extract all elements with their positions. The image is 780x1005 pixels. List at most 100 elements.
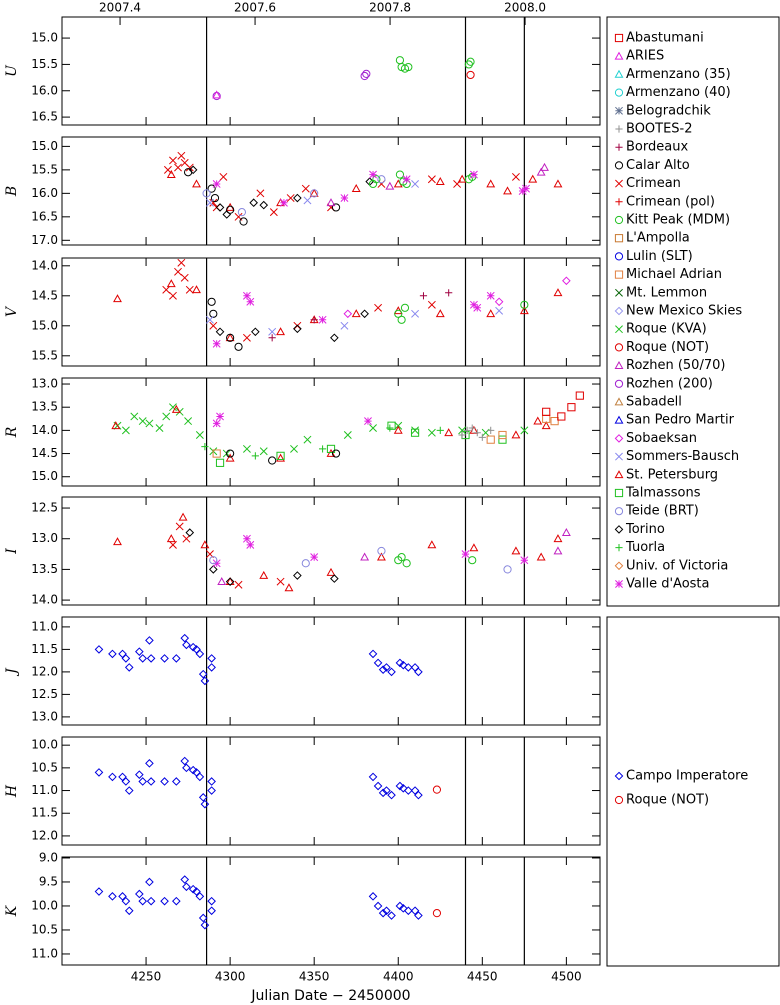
- marker: [207, 297, 216, 306]
- marker: [387, 421, 396, 430]
- marker: [182, 763, 191, 773]
- marker: [172, 654, 181, 663]
- marker: [414, 911, 423, 920]
- legend-marker: [615, 544, 623, 552]
- marker: [435, 176, 445, 185]
- marker: [427, 540, 437, 549]
- marker: [343, 431, 352, 439]
- marker: [276, 453, 286, 462]
- y-tick-label: 14.0: [31, 423, 58, 437]
- marker: [494, 297, 504, 307]
- marker: [160, 654, 169, 663]
- marker: [326, 567, 336, 576]
- top-tick-label: 2007.8: [369, 1, 411, 15]
- marker: [207, 906, 216, 916]
- marker: [202, 189, 211, 198]
- marker: [553, 288, 563, 297]
- marker: [511, 172, 520, 181]
- marker: [146, 896, 156, 906]
- legend-marker: [615, 325, 623, 334]
- legend-marker: [614, 397, 624, 406]
- marker: [518, 187, 527, 195]
- legend-label: Campo Imperatore: [626, 769, 748, 784]
- y-tick-label: 16.5: [31, 110, 58, 124]
- marker: [124, 786, 134, 795]
- y-tick-label: 10.0: [31, 738, 58, 752]
- legend-label: BOOTES-2: [626, 122, 693, 137]
- y-tick-label: 15.0: [31, 469, 58, 483]
- legend-marker: [614, 215, 624, 225]
- marker: [303, 196, 312, 205]
- marker: [146, 654, 156, 663]
- marker: [242, 291, 251, 300]
- marker: [376, 552, 386, 561]
- marker: [225, 577, 235, 586]
- marker: [318, 445, 327, 453]
- y-tick-label: 13.0: [31, 709, 58, 723]
- marker: [397, 315, 406, 324]
- marker: [293, 324, 302, 334]
- marker: [212, 419, 221, 428]
- marker: [473, 303, 482, 312]
- marker: [184, 417, 193, 426]
- marker: [495, 306, 504, 315]
- marker: [188, 884, 198, 894]
- legend-marker: [614, 507, 624, 516]
- panel-frame: [61, 257, 601, 367]
- marker: [382, 786, 391, 795]
- marker: [397, 553, 406, 562]
- marker: [180, 875, 190, 884]
- marker: [185, 285, 194, 294]
- marker: [185, 163, 194, 172]
- legend-label: Kitt Peak (MDM): [626, 213, 730, 228]
- marker: [209, 198, 218, 207]
- marker: [237, 208, 246, 217]
- marker: [146, 777, 156, 786]
- marker: [108, 772, 117, 782]
- panel-frame: [61, 136, 601, 246]
- marker: [372, 175, 381, 184]
- marker: [246, 297, 255, 306]
- marker: [276, 577, 285, 586]
- marker: [486, 309, 496, 318]
- marker: [387, 667, 396, 677]
- marker: [108, 892, 117, 901]
- marker: [561, 527, 571, 536]
- x-tick-label: 4400: [383, 970, 414, 984]
- legend-marker: [614, 379, 624, 388]
- marker: [169, 291, 177, 300]
- marker: [177, 258, 186, 267]
- marker: [318, 315, 327, 324]
- legend-label: New Mexico Skies: [626, 304, 742, 319]
- legend-marker: [614, 561, 624, 571]
- marker: [541, 421, 551, 430]
- marker: [473, 429, 481, 437]
- marker: [145, 419, 154, 428]
- legend-label: Lulin (SLT): [626, 249, 693, 264]
- marker: [138, 654, 148, 663]
- marker: [453, 180, 462, 188]
- legend-label: San Pedro Martir: [626, 413, 735, 428]
- marker: [135, 770, 144, 779]
- legend-marker: [614, 470, 624, 479]
- marker: [200, 799, 210, 809]
- marker: [207, 654, 216, 663]
- marker: [411, 309, 420, 318]
- marker: [404, 663, 413, 672]
- marker: [458, 431, 466, 439]
- marker: [398, 783, 408, 793]
- y-tick-label: 11.0: [31, 946, 58, 960]
- y-tick-label: 15.5: [31, 348, 58, 362]
- marker: [528, 174, 538, 183]
- legend-label: Michael Adrian: [626, 267, 722, 282]
- marker: [160, 896, 169, 906]
- marker: [169, 156, 177, 165]
- marker: [540, 162, 549, 171]
- marker: [207, 896, 216, 906]
- x-axis-label: Julian Date − 2450000: [250, 988, 410, 1004]
- y-tick-label: 16.0: [31, 186, 58, 200]
- marker: [174, 163, 182, 172]
- marker: [169, 540, 177, 549]
- y-tick-label: 13.5: [31, 562, 58, 576]
- marker: [209, 565, 218, 574]
